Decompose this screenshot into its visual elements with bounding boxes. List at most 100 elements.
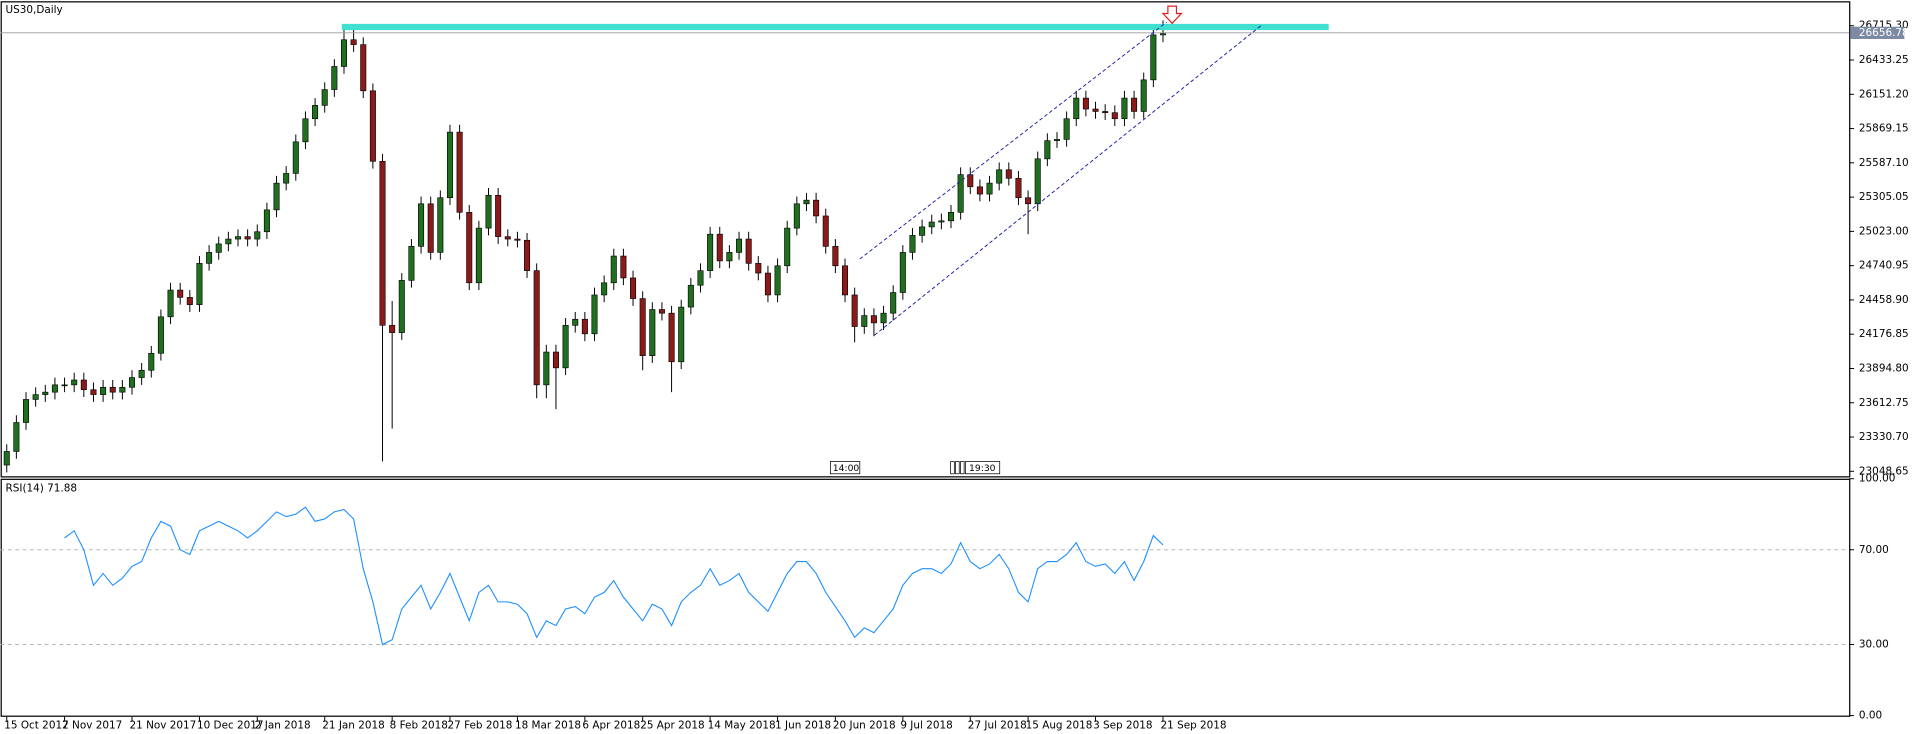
candle-body <box>842 265 849 296</box>
candle-body <box>177 289 184 298</box>
candle-body <box>61 384 68 387</box>
y-tick-label: 26433.25 <box>1859 54 1909 66</box>
candle-body <box>1053 139 1060 141</box>
candle-body <box>157 316 164 354</box>
candle-body <box>485 194 492 229</box>
x-tick-label: 21 Sep 2018 <box>1161 719 1227 731</box>
candle-body <box>446 131 453 199</box>
x-tick-label: 21 Nov 2017 <box>130 719 197 731</box>
chart-title: US30,Daily <box>6 4 63 16</box>
x-tick-label: 14 May 2018 <box>708 719 776 731</box>
x-tick-label: 2 Jan 2018 <box>255 719 311 731</box>
event-marker <box>960 461 965 475</box>
candle-body <box>591 294 598 335</box>
price-panel <box>0 1 1851 478</box>
candle-body <box>620 255 627 279</box>
x-tick-label: 18 Mar 2018 <box>515 719 581 731</box>
candle-body <box>100 386 107 395</box>
y-tick-label: 25305.05 <box>1859 191 1909 203</box>
x-tick-label: 1 Jun 2018 <box>775 719 831 731</box>
y-tick-label: 25587.10 <box>1859 157 1909 169</box>
candle-body <box>890 292 897 314</box>
candle-body <box>986 182 993 195</box>
candle-body <box>822 215 829 247</box>
candle-body <box>870 315 877 324</box>
candle-body <box>919 226 926 236</box>
candle-body <box>1092 108 1099 112</box>
plot-layer: 26715.3026433.2526151.2025869.1525587.10… <box>0 20 1909 731</box>
event-label: 19:30 <box>969 463 996 474</box>
candle-body <box>254 231 261 240</box>
candle-body <box>1121 97 1128 120</box>
candle-body <box>321 89 328 106</box>
last-price-box <box>1850 26 1905 39</box>
candle-body <box>899 252 906 293</box>
candle-body <box>610 255 617 284</box>
event-marker <box>950 461 955 475</box>
candle-body <box>745 238 752 264</box>
candle-body <box>389 325 396 333</box>
candle-body <box>1159 33 1166 36</box>
candle-body <box>1111 112 1118 120</box>
candle-body <box>1073 97 1080 120</box>
candle-body <box>552 351 559 369</box>
candle-body <box>331 66 338 90</box>
candle-body <box>784 227 791 267</box>
candle-body <box>832 246 839 267</box>
x-tick-label: 6 Apr 2018 <box>582 719 640 731</box>
candle-body <box>581 318 588 335</box>
x-tick-label: 15 Aug 2018 <box>1026 719 1093 731</box>
rsi-title: RSI(14) 71.88 <box>6 483 77 495</box>
candle-body <box>880 312 887 324</box>
y-tick-label: 24740.95 <box>1859 260 1909 272</box>
candle-body <box>938 220 945 223</box>
candle-body <box>976 186 983 195</box>
candle-body <box>1131 97 1138 112</box>
candle-body <box>1063 118 1070 140</box>
candle-body <box>312 105 319 120</box>
x-tick-label: 8 Feb 2018 <box>390 719 448 731</box>
candle-body <box>302 118 309 143</box>
candle-body <box>215 243 222 253</box>
rsi-line <box>64 506 1164 646</box>
candle-body <box>379 160 386 326</box>
candle-body <box>340 39 347 67</box>
candle-body <box>533 270 540 386</box>
candle-body <box>658 309 665 314</box>
x-tick-label: 20 Jun 2018 <box>833 719 896 731</box>
candle-body <box>456 131 463 213</box>
x-tick-label: 27 Jul 2018 <box>968 719 1027 731</box>
candle-body <box>764 272 771 296</box>
candle-body <box>273 182 280 211</box>
candle-body <box>697 270 704 286</box>
candle-body <box>437 197 444 253</box>
candle-body <box>687 284 694 308</box>
candle-body <box>514 238 521 241</box>
candle-body <box>524 239 531 271</box>
candle-body <box>119 386 126 393</box>
candle-body <box>736 238 743 253</box>
candle-body <box>475 227 482 284</box>
candle-body <box>42 391 49 395</box>
candle-body <box>234 236 241 240</box>
x-tick-label: 25 Apr 2018 <box>640 719 704 731</box>
candle-body <box>186 297 193 305</box>
y-tick-label: 100.00 <box>1859 473 1895 485</box>
event-marker <box>964 461 1001 475</box>
channel-lower <box>874 24 1263 336</box>
x-tick-label: 21 Jan 2018 <box>322 719 384 731</box>
candle-body <box>206 252 213 264</box>
y-tick-label: 25869.15 <box>1859 123 1909 135</box>
x-tick-label: 9 Jul 2018 <box>900 719 952 731</box>
x-tick-label: 2 Nov 2017 <box>62 719 122 731</box>
candle-body <box>649 309 656 357</box>
y-tick-label: 30.00 <box>1859 639 1889 651</box>
candle-body <box>225 238 232 245</box>
candle-body <box>138 369 145 378</box>
candle-body <box>630 277 637 299</box>
candle-body <box>1150 34 1157 81</box>
candle-body <box>1034 158 1041 205</box>
